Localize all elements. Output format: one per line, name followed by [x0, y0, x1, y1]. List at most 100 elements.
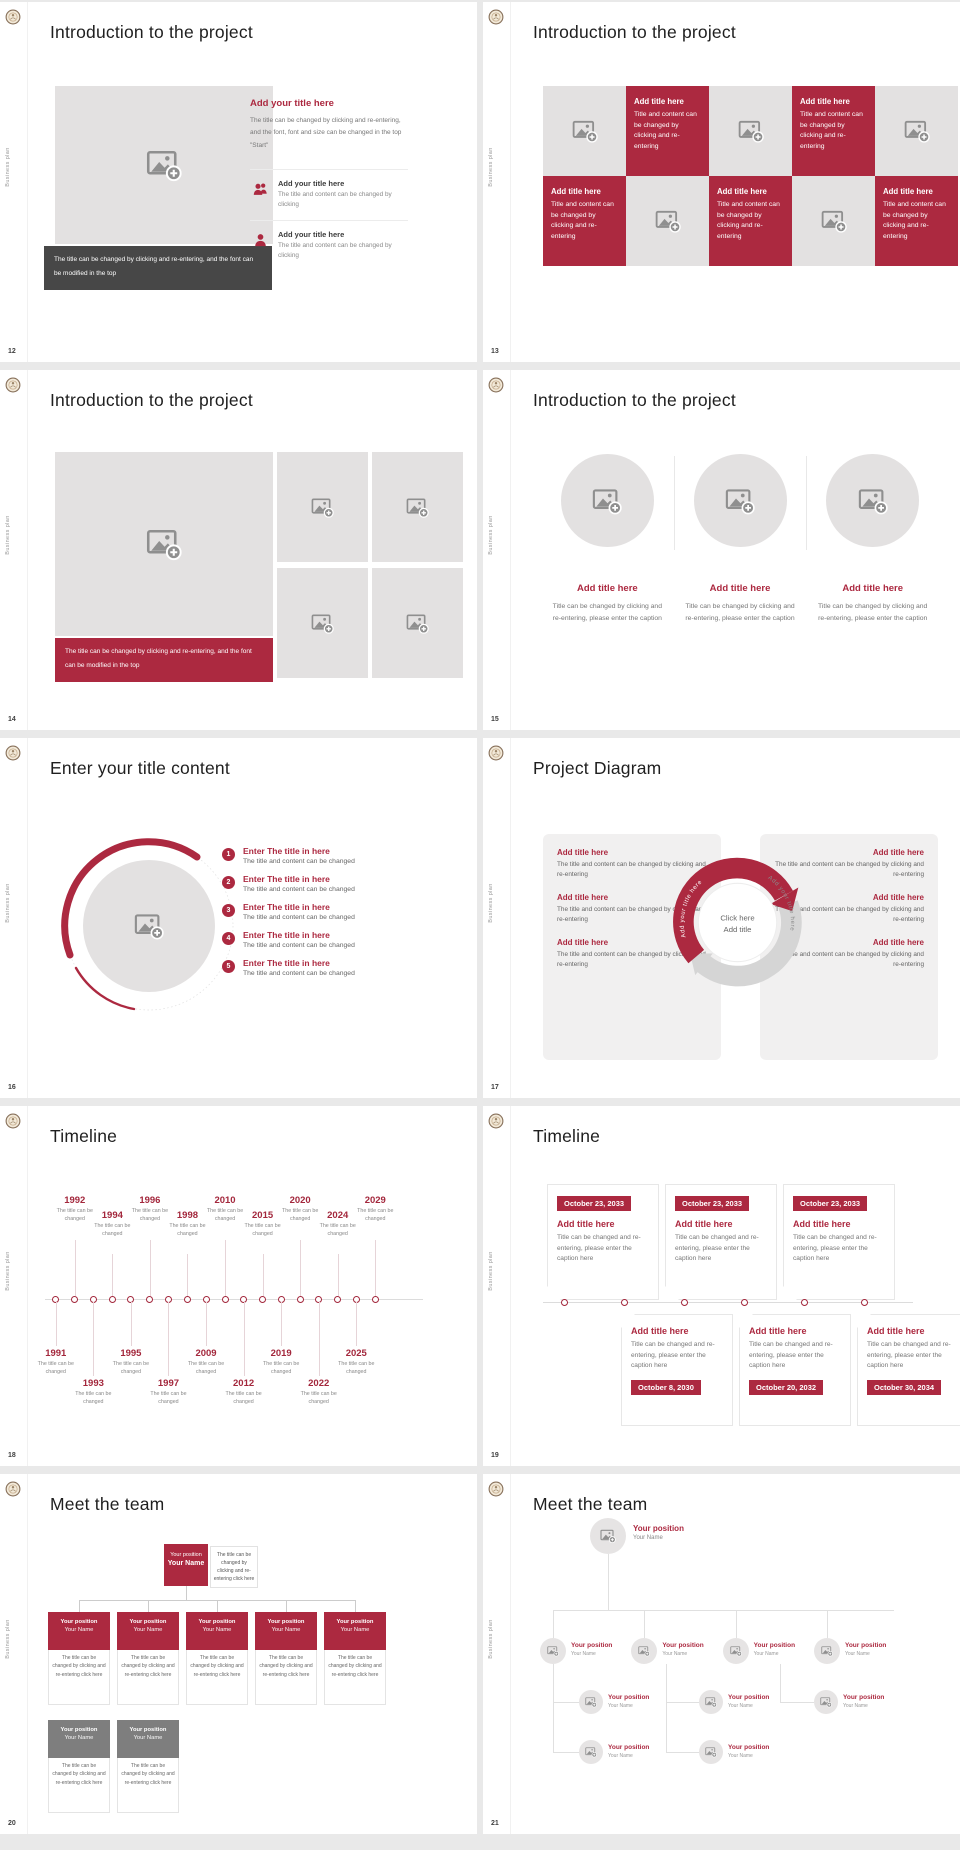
timeline-top-row: 1992 The title can be changed 1994 The t…: [56, 1195, 394, 1303]
year-label: 1991: [45, 1348, 67, 1359]
item-desc: The title and content can be changed by …: [557, 861, 706, 878]
insert-image-icon: [311, 612, 334, 635]
timeline-axis: [543, 1298, 913, 1306]
connector-line: [79, 1600, 80, 1612]
margin-divider: [510, 2, 511, 362]
year-label: 2029: [364, 1195, 386, 1206]
gray-arrowhead: [690, 953, 713, 976]
member-box: Your position Your Name: [324, 1600, 386, 1650]
item-number-badge: 5: [222, 960, 235, 973]
year-label: 2010: [214, 1195, 236, 1206]
item-desc: The title and content can be changed by …: [557, 905, 706, 923]
member-name: Your Name: [728, 1753, 753, 1759]
image-placeholder: [277, 452, 368, 562]
brand-seal-icon: [488, 745, 504, 761]
insert-image-icon: [858, 486, 888, 516]
timeline-axis: [45, 1299, 423, 1300]
timeline-entry: 2020 The title can be changed: [281, 1195, 319, 1303]
slide-16[interactable]: Business plan Enter your title content 1…: [0, 738, 477, 1098]
section-heading: Add your title here: [250, 98, 334, 109]
slide-number: 12: [8, 348, 16, 355]
slide-title: Introduction to the project: [50, 390, 253, 410]
feature-title: Add your title here: [278, 229, 345, 239]
insert-image-icon: [626, 176, 709, 266]
slide-number: 20: [8, 1820, 16, 1827]
insert-image-icon: [705, 1746, 717, 1758]
date-badge: October 30, 2034: [867, 1380, 942, 1396]
item-title: Enter The title in here: [243, 930, 330, 940]
tile: Add title here Title and content can be …: [875, 176, 958, 266]
item-title: Add title here: [872, 892, 924, 902]
circle-figure: [57, 834, 241, 1018]
image-placeholder: [372, 452, 463, 562]
feature-desc: The title and content can be changed by …: [278, 191, 392, 209]
slide-15[interactable]: Business plan Introduction to the projec…: [483, 370, 960, 730]
item-title: Add title here: [872, 848, 924, 857]
card-desc: Title can be changed and re-entering, pl…: [867, 1341, 951, 1370]
slide-19[interactable]: Business plan Timeline October 23, 2033 …: [483, 1106, 960, 1466]
checkerboard: Add title here Title and content can be …: [543, 86, 958, 266]
year-caption: The title can be changed: [319, 1223, 356, 1237]
brand-seal-icon: [488, 377, 504, 393]
member-position: Your position: [198, 1619, 236, 1625]
org-member: Your position Your Name: [540, 1610, 622, 1664]
org-senior-row: Your position Your Name The title can be…: [48, 1720, 179, 1813]
slide-17[interactable]: Business plan Project Diagram Add title …: [483, 738, 960, 1098]
item-title: Add title here: [557, 848, 609, 857]
root-note: The title can be changed by clicking and…: [210, 1546, 258, 1588]
slide-number: 13: [491, 348, 499, 355]
timeline-entry: 2019 The title can be changed: [262, 1295, 300, 1411]
tile-title: Add title here: [634, 97, 684, 106]
brand-seal-icon: [5, 377, 21, 393]
image-placeholder: [693, 454, 787, 547]
item-title: Add title here: [557, 892, 609, 902]
slide-12[interactable]: Business plan Introduction to the projec…: [0, 2, 477, 362]
year-label: 1997: [157, 1378, 180, 1389]
member-name: Your Name: [753, 1651, 779, 1657]
tile-title: Add title here: [717, 187, 767, 196]
slide-13[interactable]: Business plan Introduction to the projec…: [483, 2, 960, 362]
year-label: 2012: [233, 1378, 255, 1389]
slide-title: Timeline: [533, 1126, 601, 1146]
slide-14[interactable]: Business plan Introduction to the projec…: [0, 370, 477, 730]
feature-list: Add your title here The title and conten…: [250, 169, 408, 270]
brand-seal-icon: [5, 745, 21, 761]
tile-desc: Title and content can be changed by clic…: [551, 201, 614, 240]
timeline-card: Add title here Title can be changed and …: [621, 1314, 733, 1426]
connector-line: [149, 1240, 151, 1296]
avatar-placeholder: [579, 1690, 603, 1714]
member-position: Your position: [267, 1619, 305, 1625]
root-position: Your position: [633, 1524, 684, 1533]
member-position: Your position: [844, 1642, 887, 1649]
year-caption: The title can be changed: [282, 1208, 319, 1222]
feature-title: Add your title here: [278, 179, 345, 189]
slide-20[interactable]: Business plan Meet the team Your positio…: [0, 1474, 477, 1834]
member-name: Your Name: [728, 1703, 753, 1709]
slide-18[interactable]: Business plan Timeline 1992 The title ca…: [0, 1106, 477, 1466]
right-column: Add your title here The title can be cha…: [250, 98, 408, 270]
sidebar-vertical-label: Business plan: [488, 147, 494, 187]
insert-image-icon: [821, 1645, 833, 1657]
item-number-badge: 4: [222, 932, 235, 945]
member-position: Your position: [608, 1694, 650, 1701]
connector-line: [608, 1554, 609, 1610]
tile-title: Add title here: [551, 187, 601, 196]
brand-seal-icon: [488, 9, 504, 25]
avatar-placeholder: [590, 1518, 626, 1554]
panel-item: Add title here The title and content can…: [774, 893, 924, 925]
slide-21[interactable]: Business plan Meet the team Your positio…: [483, 1474, 960, 1834]
margin-divider: [27, 738, 28, 1098]
item-number-badge: 2: [222, 876, 235, 889]
column-desc: Title can be changed by clicking and re-…: [818, 603, 928, 623]
avatar-placeholder: [699, 1690, 723, 1714]
feature-item: Add your title here The title and conten…: [250, 169, 408, 220]
margin-divider: [510, 738, 511, 1098]
connector-line: [55, 1302, 57, 1346]
item-desc: The title and content can be changed by …: [557, 950, 706, 968]
column: Add title here Title can be changed by c…: [673, 454, 807, 625]
card-desc: Title can be changed and re-entering, pl…: [675, 1234, 759, 1263]
sidebar-vertical-label: Business plan: [488, 515, 494, 555]
image-thumbnails: [277, 452, 463, 678]
timeline-entry: 1998 The title can be changed: [169, 1196, 207, 1303]
